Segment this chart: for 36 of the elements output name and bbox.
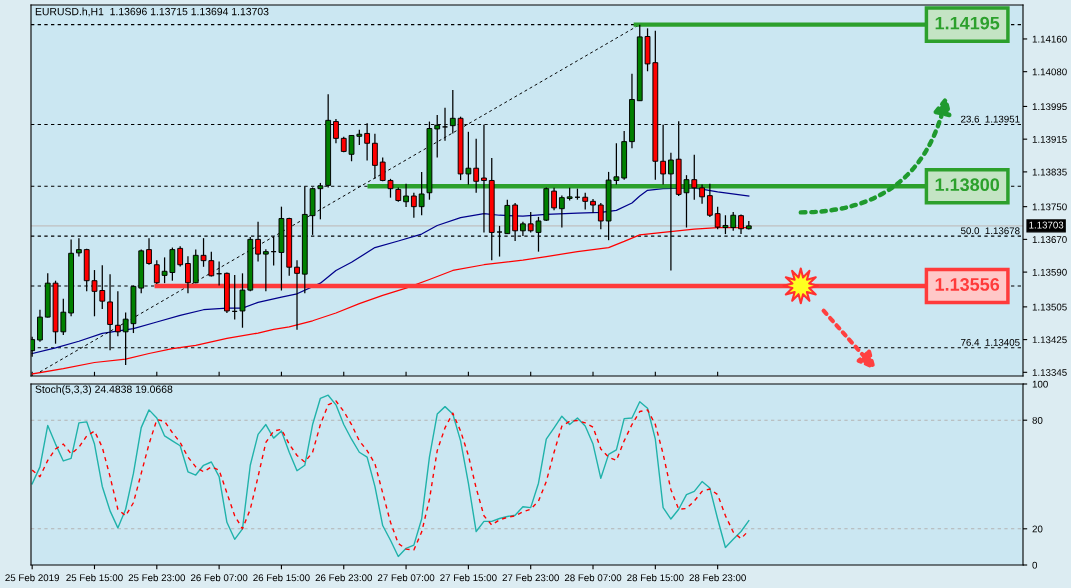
x-tick-label: 28 Feb 15:00 xyxy=(627,574,684,582)
y-tick-label: 1.13995 xyxy=(1032,103,1067,111)
x-tick-label: 25 Feb 15:00 xyxy=(66,574,123,582)
chart-title: EURUSD.h,H1 1.13696 1.13715 1.13694 1.13703 xyxy=(35,7,269,17)
data-label: 1.13556 xyxy=(935,278,1000,291)
ref-line-label: 23.6 1.13951 xyxy=(961,115,1020,123)
y-tick-label: 80 xyxy=(1032,416,1043,424)
data-label: 1.13800 xyxy=(935,178,1000,192)
y-tick-label: 1.13835 xyxy=(1032,168,1067,176)
x-tick-label: 25 Feb 23:00 xyxy=(128,574,186,582)
y-tick-label: 20 xyxy=(1032,525,1043,533)
chart-title: Stoch(5,3,3) 24.4838 19.0668 xyxy=(35,385,173,395)
x-tick-label: 26 Feb 23:00 xyxy=(315,574,373,582)
x-tick-label: 26 Feb 07:00 xyxy=(190,574,248,582)
y-tick-label: 1.13425 xyxy=(1032,336,1067,344)
x-tick-label: 27 Feb 23:00 xyxy=(502,574,559,582)
y-tick-label: 1.14160 xyxy=(1032,35,1067,43)
x-tick-label: 28 Feb 07:00 xyxy=(564,574,622,582)
y-tick-label: 1.13345 xyxy=(1032,369,1067,376)
y-tick-label: 1.13915 xyxy=(1032,135,1067,143)
y-tick-label: 1.13505 xyxy=(1032,303,1067,311)
x-tick-label: 26 Feb 15:00 xyxy=(253,574,310,582)
ref-line-label: 76.4 1.13405 xyxy=(961,338,1020,346)
y-tick-label: 100 xyxy=(1032,380,1048,388)
y-tick-label: 1.13670 xyxy=(1032,236,1067,243)
x-tick-label: 27 Feb 15:00 xyxy=(440,574,497,582)
y-tick-label: 1.14080 xyxy=(1032,68,1067,76)
x-tick-label: 27 Feb 07:00 xyxy=(377,574,435,582)
y-tick-label: 1.13590 xyxy=(1032,268,1067,276)
ref-line-label: 50.0 1.13678 xyxy=(960,227,1020,235)
x-tick-label: 28 Feb 23:00 xyxy=(689,574,746,582)
ref-line-label: 1.13703 xyxy=(1029,221,1064,229)
y-tick-label: 1.13750 xyxy=(1032,203,1067,211)
data-label: 1.14195 xyxy=(935,16,1000,30)
x-tick-label: 25 Feb 2019 xyxy=(5,574,60,582)
y-tick-label: 0 xyxy=(1032,561,1038,569)
